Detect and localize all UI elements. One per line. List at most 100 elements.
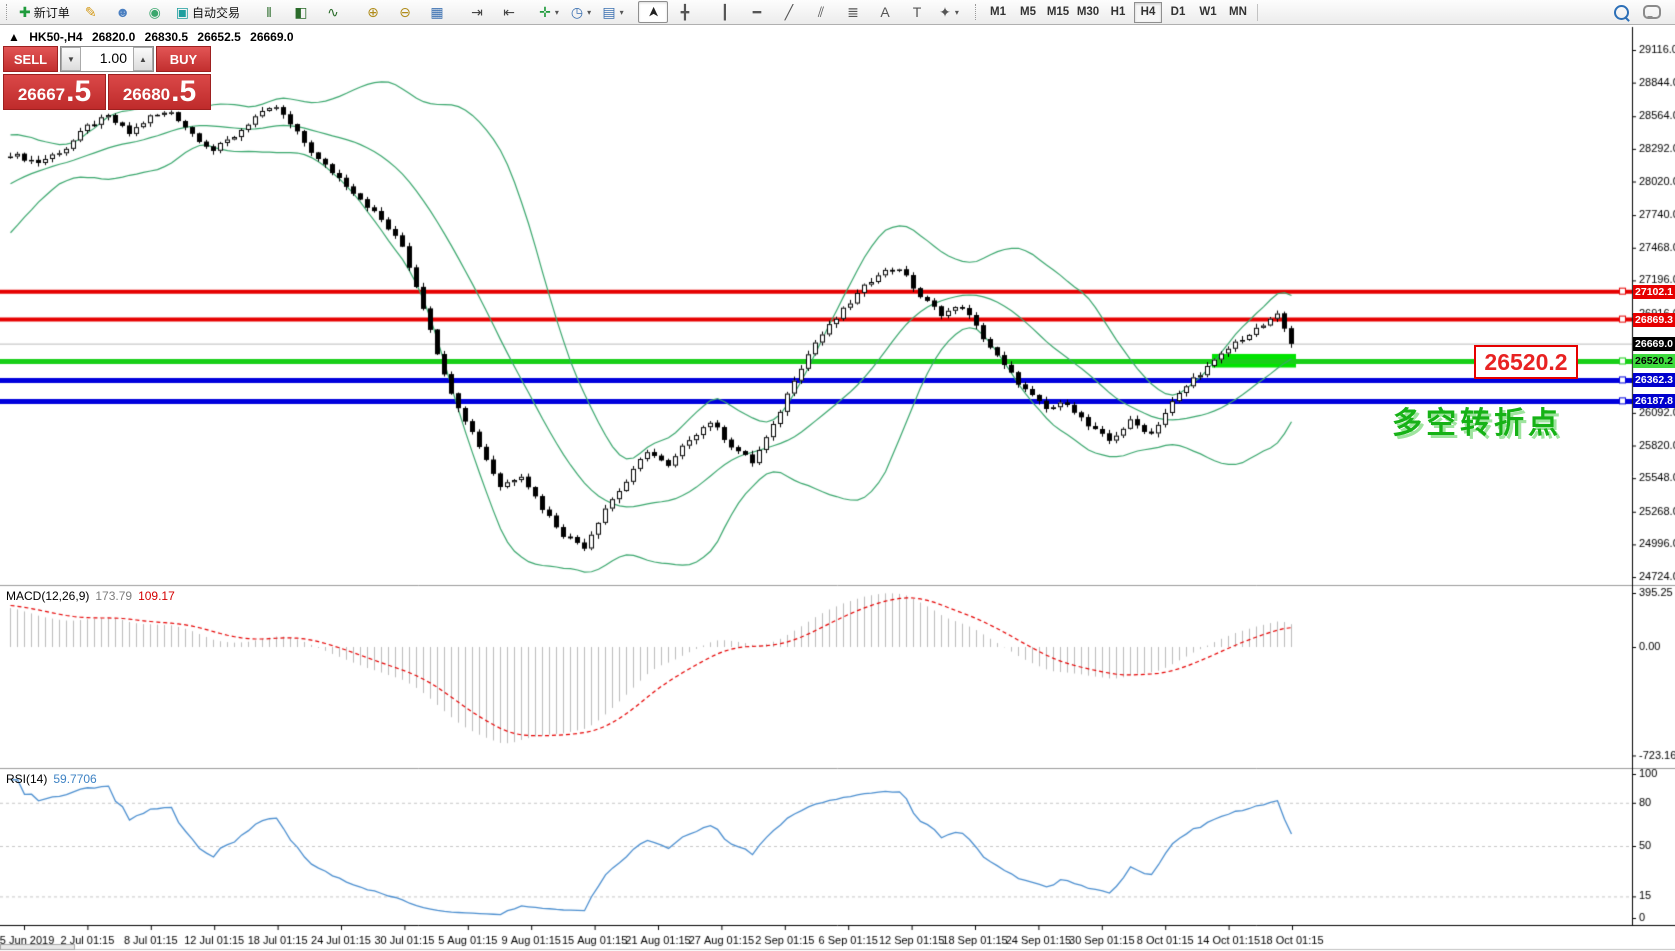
autotrading-button[interactable]: ▣ 自动交易 (172, 1, 244, 23)
toolbar-separator (1257, 3, 1258, 21)
timeframe-m1[interactable]: M1 (990, 6, 1006, 18)
shapes-button[interactable]: ✦ ▾ (934, 1, 964, 23)
shapes-icon: ✦ (939, 4, 951, 20)
chart-window: ▲ HK50-,H4 26820.0 26830.5 26652.5 26669… (0, 25, 1675, 951)
macd-name: MACD(12,26,9) (6, 589, 90, 603)
tile-windows-button[interactable]: ▦ (422, 1, 452, 23)
hline-icon: ━ (752, 4, 762, 20)
rsi-label: RSI(14) 59.7706 (6, 772, 97, 786)
timeframe-h1[interactable]: H1 (1110, 6, 1126, 18)
candlestick-chart-button[interactable]: ◧ (286, 1, 316, 23)
volume-increase-button[interactable]: ▲ (133, 47, 153, 71)
hline-badge-26362.3[interactable]: 26362.3 (1633, 373, 1675, 388)
channel-icon: ⫽ (817, 4, 825, 20)
timeframe-w1[interactable]: W1 (1199, 6, 1217, 18)
timeframe-m15[interactable]: M15 (1046, 6, 1070, 18)
vline-icon: ┃ (720, 4, 730, 20)
timeframe-h4[interactable]: H4 (1134, 1, 1162, 23)
timeframe-d1[interactable]: D1 (1170, 6, 1186, 18)
buy-price[interactable]: 26680 .5 (108, 74, 211, 110)
macd-signal-value: 109.17 (138, 589, 175, 603)
search-icon[interactable] (1614, 4, 1629, 20)
timeframe-m5[interactable]: M5 (1020, 6, 1036, 18)
autotrading-icon: ▣ (175, 4, 189, 20)
ohlc-low: 26652.5 (197, 30, 241, 44)
autotrading-label: 自动交易 (191, 5, 240, 20)
tile-windows-icon: ▦ (430, 4, 444, 20)
symbol-period: HK50-,H4 (29, 30, 83, 44)
volume-spinner: ▼ 1.00 ▲ (60, 46, 154, 72)
sell-price-int: 26667 (17, 85, 66, 105)
timeframe-grip (975, 4, 979, 20)
indicators-icon: ✛ (539, 4, 551, 20)
price-callout-label[interactable]: 26520.2 (1474, 345, 1578, 379)
timeframe-mn[interactable]: MN (1229, 6, 1247, 18)
signals-button[interactable]: ◉ (140, 1, 170, 23)
text-button[interactable]: A (870, 1, 900, 23)
line-chart-button[interactable]: ∿ (318, 1, 348, 23)
label-button[interactable]: T (902, 1, 932, 23)
chevron-down-icon[interactable]: ▾ (619, 7, 624, 17)
sell-price[interactable]: 26667 .5 (3, 74, 106, 110)
new-order-label: 新订单 (33, 5, 70, 20)
hline-badge-26520.2[interactable]: 26520.2 (1633, 354, 1675, 369)
auto-scroll-icon: ⇤ (503, 4, 515, 20)
chart-shift-icon: ⇥ (471, 4, 483, 20)
indicators-button[interactable]: ✛ ▾ (534, 1, 564, 23)
crosshair-icon: ╋ (680, 4, 690, 20)
candlestick-chart-icon: ◧ (294, 4, 308, 20)
chart-title[interactable]: ▲ HK50-,H4 26820.0 26830.5 26652.5 26669… (8, 30, 300, 44)
zoom-out-button[interactable]: ⊖ (390, 1, 420, 23)
macd-main-value: 173.79 (95, 589, 133, 603)
trendline-button[interactable]: ╱ (774, 1, 804, 23)
hline-button[interactable]: ━ (742, 1, 772, 23)
chevron-down-icon[interactable]: ▾ (954, 7, 959, 17)
community-icon: ☻ (115, 4, 131, 20)
rsi-value: 59.7706 (53, 772, 97, 786)
templates-button[interactable]: ▤ ▾ (598, 1, 628, 23)
signals-icon: ◉ (148, 4, 161, 20)
text-icon: A (880, 4, 890, 20)
trend-turning-point-note[interactable]: 多空转折点 (1392, 407, 1562, 440)
buy-price-int: 26680 (122, 85, 171, 105)
bar-chart-icon: ‖ (266, 4, 272, 20)
fibonacci-button[interactable]: ≣ (838, 1, 868, 23)
cursor-icon: ➤ (644, 6, 661, 18)
bar-chart-button[interactable]: ‖ (254, 1, 284, 23)
auto-scroll-button[interactable]: ⇤ (494, 1, 524, 23)
community-button[interactable]: ☻ (108, 1, 138, 23)
timeframe-m30[interactable]: M30 (1076, 6, 1100, 18)
periods-button[interactable]: ◷ ▾ (566, 1, 596, 23)
chevron-down-icon[interactable]: ▾ (554, 7, 559, 17)
current-price-badge[interactable]: 26669.0 (1633, 336, 1675, 351)
trendline-icon: ╱ (784, 4, 794, 20)
chart-shift-button[interactable]: ⇥ (462, 1, 492, 23)
volume-value[interactable]: 1.00 (99, 50, 127, 66)
crosshair-button[interactable]: ╋ (670, 1, 700, 23)
chart-canvas[interactable] (0, 25, 1675, 951)
volume-decrease-button[interactable]: ▼ (61, 47, 81, 71)
toolbar-right (1614, 4, 1671, 20)
collapse-icon[interactable]: ▲ (8, 30, 20, 44)
chevron-down-icon[interactable]: ▾ (587, 7, 592, 17)
rsi-name: RSI(14) (6, 772, 48, 786)
zoom-in-button[interactable]: ⊕ (358, 1, 388, 23)
crayon-button[interactable]: ✎ (76, 1, 106, 23)
sell-button[interactable]: SELL (3, 46, 58, 72)
line-chart-icon: ∿ (327, 4, 339, 20)
hline-badge-26869.3[interactable]: 26869.3 (1633, 312, 1675, 327)
buy-button[interactable]: BUY (156, 46, 211, 72)
channel-button[interactable]: ⫽ (806, 1, 836, 23)
toolbar-items: ✚ 新订单 ✎ ☻ ◉ ▣ 自动交易 ‖ ◧ ∿ ⊕ ⊖ ▦ ⇥ ⇤ ✛ ▾ ◷ ▾ ▤ ▾ ➤ ╋ ┃ ━ ╱ ⫽ ≣ A T ✦ ▾ (14, 1, 973, 23)
new-order-button[interactable]: ✚ 新订单 (15, 1, 74, 23)
ohlc-high: 26830.5 (144, 30, 189, 44)
chat-icon[interactable] (1643, 5, 1661, 19)
ohlc-open: 26820.0 (91, 30, 136, 44)
crayon-icon: ✎ (84, 4, 97, 20)
vline-button[interactable]: ┃ (710, 1, 740, 23)
hline-badge-26187.8[interactable]: 26187.8 (1633, 394, 1675, 409)
sell-price-frac: .5 (66, 75, 92, 108)
timeframe-bar: M1 M5 M15 M30 H1 H4 D1 W1 MN (983, 1, 1253, 23)
cursor-button[interactable]: ➤ (638, 1, 668, 23)
hline-badge-27102.1[interactable]: 27102.1 (1633, 284, 1675, 299)
